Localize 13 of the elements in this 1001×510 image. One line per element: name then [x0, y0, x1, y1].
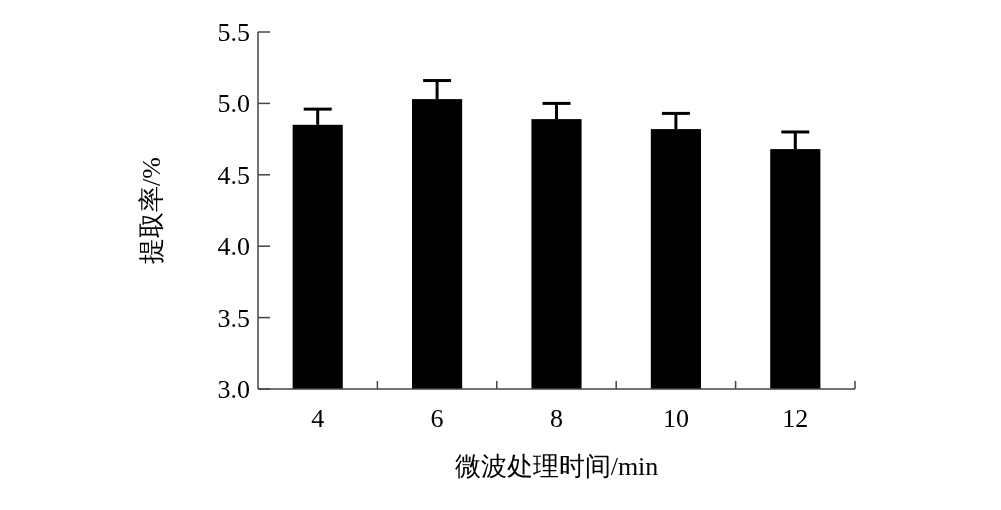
y-tick-label: 5.5: [217, 18, 250, 47]
x-tick-label: 10: [662, 404, 689, 433]
y-tick-label: 5.0: [217, 89, 250, 119]
y-tick-label: 4.5: [217, 160, 250, 190]
x-tick-label: 4: [311, 404, 325, 433]
x-axis-title: 微波处理时间/min: [454, 452, 659, 481]
y-tick-label: 4.0: [217, 232, 250, 262]
y-tick-label: 3.5: [217, 303, 250, 333]
x-tick-label: 6: [430, 404, 444, 433]
x-tick-label: 12: [782, 404, 809, 433]
x-tick-label: 8: [550, 404, 563, 433]
y-axis-title: 提取率/%: [137, 157, 166, 264]
y-tick-label: 3.0: [217, 375, 250, 404]
